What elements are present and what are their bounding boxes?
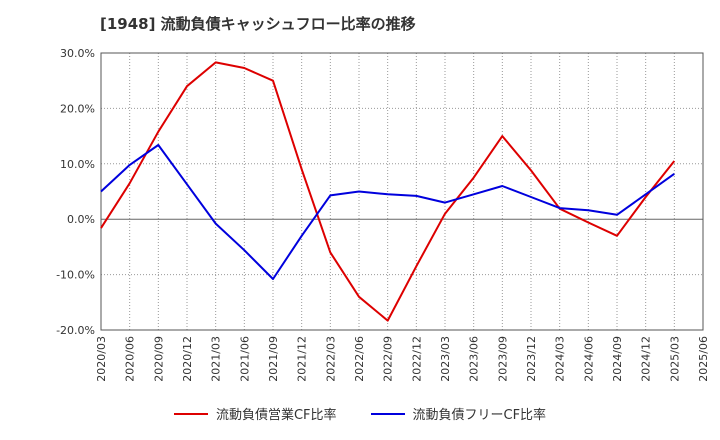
x-tick-label: 2024/03 — [554, 336, 567, 382]
legend-item-free-cf: 流動負債フリーCF比率 — [370, 404, 547, 423]
chart-plot: -20.0% -10.0% 0.0% 10.0% 20.0% 30.0% 2020/03 20… — [56, 47, 710, 382]
x-tick-label: 2020/09 — [152, 336, 165, 382]
axis-layer: -20.0% -10.0% 0.0% 10.0% 20.0% 30.0% 2020/03 20… — [56, 47, 710, 382]
x-tick-label: 2025/03 — [668, 336, 681, 382]
x-tick-label: 2023/06 — [468, 336, 481, 382]
series-line-free-cf — [100, 144, 675, 280]
x-tick-label: 2024/09 — [611, 336, 624, 382]
chart-title: [1948] 流動負債キャッシュフロー比率の推移 — [100, 15, 416, 33]
x-tick-label: 2021/12 — [296, 336, 309, 382]
y-tick-label: 20.0% — [60, 102, 95, 115]
x-tick-label: 2024/06 — [582, 336, 595, 382]
legend: 流動負債営業CF比率 流動負債フリーCF比率 — [0, 404, 720, 423]
x-tick-label: 2020/03 — [95, 336, 108, 382]
legend-label-operating-cf: 流動負債営業CF比率 — [215, 408, 337, 423]
x-tick-label: 2022/03 — [324, 336, 337, 382]
x-tick-label: 2022/12 — [410, 336, 423, 382]
y-tick-label: 0.0% — [67, 213, 95, 226]
x-tick-label: 2021/03 — [210, 336, 223, 382]
x-tick-label: 2023/12 — [525, 336, 538, 382]
x-tick-label: 2021/09 — [267, 336, 280, 382]
legend-swatch-operating-cf — [173, 412, 208, 415]
x-tick-label: 2020/06 — [124, 336, 137, 382]
x-tick-label: 2025/06 — [697, 336, 710, 382]
x-tick-label: 2024/12 — [640, 336, 653, 382]
legend-label-free-cf: 流動負債フリーCF比率 — [412, 408, 547, 423]
x-tick-label: 2020/12 — [181, 336, 194, 382]
y-tick-label: -10.0% — [56, 269, 95, 282]
legend-item-operating-cf: 流動負債営業CF比率 — [173, 404, 337, 423]
y-tick-label: -20.0% — [56, 324, 95, 337]
x-tick-label: 2023/09 — [496, 336, 509, 382]
x-tick-label: 2022/09 — [382, 336, 395, 382]
x-tick-label: 2021/06 — [238, 336, 251, 382]
y-tick-label: 30.0% — [60, 47, 95, 60]
x-tick-label: 2022/06 — [353, 336, 366, 382]
series-layer — [100, 61, 676, 322]
legend-swatch-free-cf — [370, 412, 405, 415]
x-tick-label: 2023/03 — [439, 336, 452, 382]
series-line-operating-cf — [100, 61, 676, 322]
y-tick-label: 10.0% — [60, 158, 95, 171]
